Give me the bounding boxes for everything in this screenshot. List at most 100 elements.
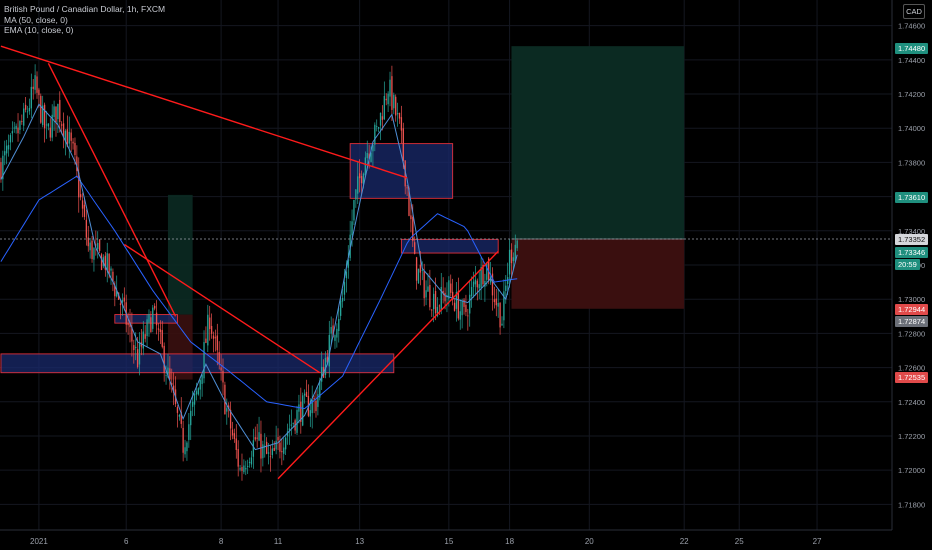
candle xyxy=(296,405,298,436)
candle xyxy=(157,323,160,341)
candle xyxy=(330,316,332,347)
candle xyxy=(214,329,217,352)
position-stop-area[interactable] xyxy=(511,239,685,309)
candle xyxy=(396,102,399,127)
candle xyxy=(493,286,496,309)
candle xyxy=(188,413,190,448)
trendline[interactable] xyxy=(123,243,321,374)
candle xyxy=(28,98,31,115)
candle xyxy=(152,304,154,333)
position-target-area[interactable] xyxy=(511,46,685,240)
currency-badge[interactable]: CAD xyxy=(903,4,925,19)
candle xyxy=(450,274,452,297)
price-tick-label: 1.72400 xyxy=(898,398,925,407)
candle xyxy=(334,334,336,349)
candle xyxy=(451,278,454,306)
long-position-tool[interactable] xyxy=(511,46,685,309)
candle xyxy=(161,320,163,349)
candle xyxy=(218,341,220,370)
candle xyxy=(286,423,289,445)
candle xyxy=(415,256,418,290)
stop-price-tag: 1.72535 xyxy=(895,372,929,383)
candle xyxy=(2,150,4,191)
candle xyxy=(104,251,106,277)
candle xyxy=(81,192,84,218)
candle xyxy=(303,389,306,404)
price-tick-label: 1.73800 xyxy=(898,158,925,167)
supply-demand-zone[interactable] xyxy=(0,353,395,374)
price-tick-label: 1.72000 xyxy=(898,466,925,475)
time-tick-label: 18 xyxy=(505,537,514,546)
time-axis[interactable]: 2021 6 8 11 13 15 18 20 22 25 27 xyxy=(30,537,822,546)
candle xyxy=(123,287,125,311)
candle xyxy=(478,270,480,300)
time-tick-label: 25 xyxy=(735,537,744,546)
target-price-tag: 1.74480 xyxy=(895,43,929,54)
candle xyxy=(269,445,272,472)
candle xyxy=(431,309,433,317)
symbol-title[interactable]: British Pound / Canadian Dollar, 1h, FXC… xyxy=(4,4,166,14)
candle xyxy=(42,95,44,128)
candle xyxy=(89,237,91,259)
candle xyxy=(425,280,427,306)
candle xyxy=(442,277,444,304)
candle xyxy=(239,465,241,472)
candle xyxy=(315,390,317,418)
candle xyxy=(182,420,184,462)
old-target-zone xyxy=(167,194,193,315)
supply-demand-zone[interactable] xyxy=(114,314,178,324)
candle xyxy=(47,123,50,131)
candle xyxy=(317,387,319,416)
drawing-zones xyxy=(0,143,499,380)
candle xyxy=(406,184,408,196)
trendlines[interactable] xyxy=(0,45,499,480)
candle xyxy=(243,459,245,475)
candle xyxy=(358,159,361,193)
grid-lines xyxy=(0,0,892,530)
candle xyxy=(142,320,144,356)
candle xyxy=(207,304,209,352)
candle xyxy=(381,105,384,131)
trendline[interactable] xyxy=(277,250,499,480)
trendline[interactable] xyxy=(0,45,408,179)
candle xyxy=(226,398,228,425)
ma-legend[interactable]: MA (50, close, 0) xyxy=(4,14,68,25)
candle xyxy=(429,269,431,311)
candle xyxy=(100,252,103,271)
candle xyxy=(76,145,78,178)
candle xyxy=(133,339,135,364)
candle xyxy=(414,236,416,255)
trendline[interactable] xyxy=(47,62,177,317)
candle xyxy=(514,234,516,263)
candle xyxy=(279,435,281,459)
candle xyxy=(138,332,141,376)
ma-price-tag: 1.73346 xyxy=(895,247,929,258)
supply-demand-zone[interactable] xyxy=(400,238,499,254)
candle xyxy=(495,288,497,317)
candle xyxy=(372,142,374,167)
candle xyxy=(62,112,65,149)
ema-legend[interactable]: EMA (10, close, 0) xyxy=(4,25,74,35)
candle xyxy=(95,230,97,256)
candle xyxy=(284,436,287,456)
candle xyxy=(51,104,53,142)
candle xyxy=(21,114,23,125)
candle xyxy=(476,278,478,301)
candle xyxy=(387,91,389,113)
candle xyxy=(391,65,393,122)
candle xyxy=(300,387,302,434)
candle xyxy=(116,275,118,298)
time-tick-label: 8 xyxy=(219,537,224,546)
candle xyxy=(427,273,429,292)
candle xyxy=(398,112,401,124)
candle xyxy=(9,133,12,151)
price-tick-label: 1.74200 xyxy=(898,90,925,99)
candle xyxy=(199,377,201,400)
candle xyxy=(245,460,247,476)
candle xyxy=(55,106,57,137)
candle xyxy=(277,428,279,450)
candle xyxy=(347,245,349,279)
candle xyxy=(377,126,380,133)
candle xyxy=(233,428,236,443)
